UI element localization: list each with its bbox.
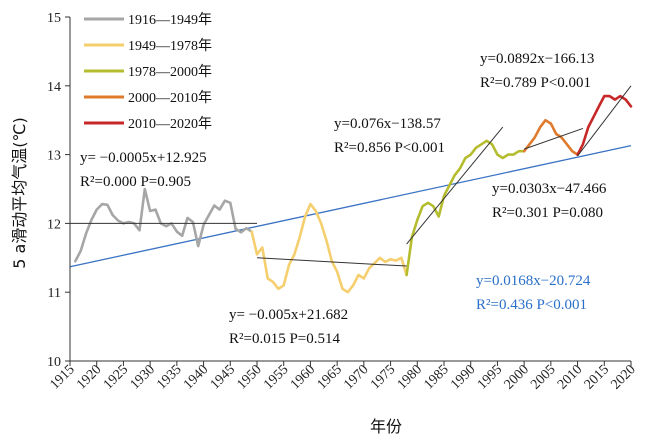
x-tick-label: 2005 bbox=[528, 362, 558, 392]
x-tick-label: 2010 bbox=[555, 362, 585, 392]
x-tick-label: 2000 bbox=[502, 362, 532, 392]
series-line-4 bbox=[522, 118, 579, 156]
annotation-stats-3: R²=0.856 P<0.001 bbox=[334, 140, 445, 156]
x-axis-title: 年份 bbox=[370, 417, 402, 436]
y-tick-label: 12 bbox=[47, 217, 61, 232]
annotation-equation-5: y=0.0303x−47.466 bbox=[492, 181, 607, 197]
annotation-stats-5: R²=0.301 P=0.080 bbox=[492, 205, 603, 221]
legend-label-5: 2010—2020年 bbox=[128, 116, 212, 132]
annotation-stats-4: R²=0.789 P<0.001 bbox=[480, 75, 591, 91]
legend-label-3: 1978—2000年 bbox=[128, 64, 212, 80]
x-tick-label: 1990 bbox=[448, 362, 478, 392]
segment-trend-line-5 bbox=[577, 85, 632, 157]
annotation-equation-2: y= −0.005x+21.682 bbox=[229, 307, 348, 323]
x-tick-label: 1930 bbox=[128, 362, 158, 392]
series-line-2 bbox=[250, 202, 408, 294]
x-tick-label: 1975 bbox=[368, 362, 398, 392]
annotation-stats-1: R²=0.000 P=0.905 bbox=[80, 174, 191, 190]
x-tick-label: 1940 bbox=[181, 362, 211, 392]
annotation-equation-6: y=0.0168x−20.724 bbox=[476, 273, 591, 289]
x-tick-label: 1925 bbox=[101, 362, 131, 392]
annotation-equation-1: y= −0.0005x+12.925 bbox=[80, 150, 207, 166]
x-tick-label: 1960 bbox=[288, 362, 318, 392]
y-tick-label: 15 bbox=[47, 11, 61, 26]
series-lines bbox=[70, 85, 633, 294]
trend-lines bbox=[69, 145, 632, 268]
x-tick-label: 1955 bbox=[261, 362, 291, 392]
x-tick-label: 1985 bbox=[421, 362, 451, 392]
x-tick-label: 1970 bbox=[341, 362, 371, 392]
x-tick-label: 1950 bbox=[234, 362, 264, 392]
annotations: y= −0.0005x+12.925 R²=0.000 P=0.905 y= −0.… bbox=[80, 51, 607, 347]
x-tick-label: 1980 bbox=[395, 362, 425, 392]
x-tick-label: 2015 bbox=[582, 362, 612, 392]
x-tick-label: 1920 bbox=[74, 362, 104, 392]
legend-label-4: 2000—2010年 bbox=[128, 90, 212, 106]
annotation-equation-4: y=0.0892x−166.13 bbox=[480, 51, 594, 67]
series-line-3 bbox=[405, 139, 526, 277]
y-tick-label: 10 bbox=[47, 355, 61, 370]
series-line-1 bbox=[74, 187, 253, 263]
segment-trend-line-2 bbox=[256, 257, 407, 267]
overall-trend-line bbox=[69, 145, 632, 268]
segment-trend-line-3 bbox=[406, 126, 504, 245]
annotation-equation-3: y=0.076x−138.57 bbox=[334, 116, 441, 132]
annotation-stats-2: R²=0.015 P=0.514 bbox=[229, 331, 341, 347]
y-tick-label: 14 bbox=[47, 80, 61, 95]
x-tick-label: 1995 bbox=[475, 362, 505, 392]
legend-label-2: 1949—1978年 bbox=[128, 38, 212, 54]
legend-label-1: 1916—1949年 bbox=[128, 12, 212, 28]
x-tick-label: 1945 bbox=[208, 362, 238, 392]
axes bbox=[65, 16, 632, 366]
x-tick-label: 2020 bbox=[608, 362, 638, 392]
x-tick-label: 1935 bbox=[154, 362, 184, 392]
annotation-stats-6: R²=0.436 P<0.001 bbox=[476, 297, 587, 313]
y-tick-label: 13 bbox=[47, 149, 61, 164]
legend: 1916—1949年 1949—1978年 1978—2000年 2000—2010年… bbox=[84, 12, 212, 132]
x-tick-label: 1965 bbox=[315, 362, 345, 392]
segment-trend-line-4 bbox=[523, 127, 584, 150]
y-axis-title: 5 a滑动平均气温(℃) bbox=[10, 117, 29, 269]
y-tick-label: 11 bbox=[48, 286, 61, 301]
